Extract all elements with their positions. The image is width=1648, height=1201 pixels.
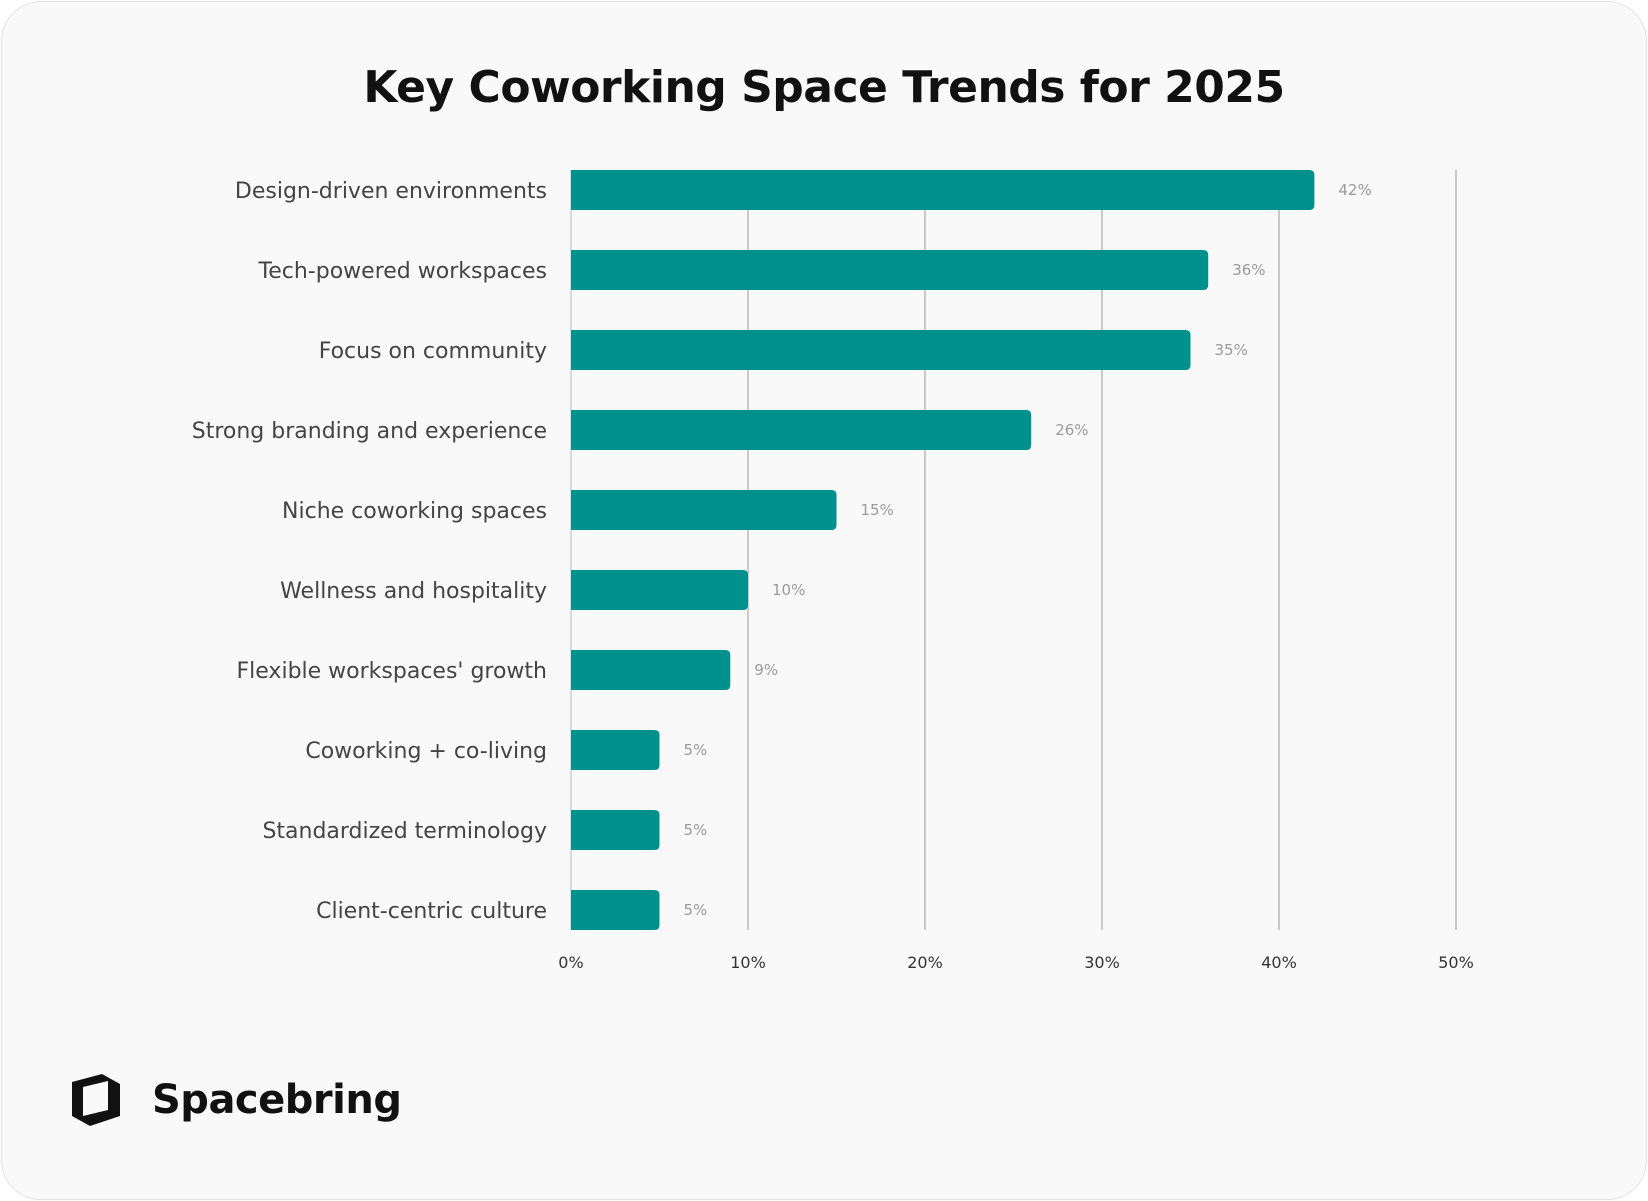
x-tick-label: 20% bbox=[907, 953, 943, 972]
chart-title: Key Coworking Space Trends for 2025 bbox=[363, 62, 1285, 113]
bar bbox=[571, 330, 1191, 370]
value-label: 36% bbox=[1232, 261, 1265, 279]
x-tick-label: 0% bbox=[558, 953, 583, 972]
category-label: Client-centric culture bbox=[316, 899, 547, 924]
bar bbox=[571, 650, 731, 690]
value-label: 26% bbox=[1055, 421, 1088, 439]
category-label: Flexible workspaces' growth bbox=[237, 659, 547, 684]
x-tick-label: 30% bbox=[1084, 953, 1120, 972]
category-label: Standardized terminology bbox=[262, 819, 547, 844]
value-label: 5% bbox=[684, 741, 708, 759]
bar bbox=[571, 570, 748, 610]
spacebring-logo-icon bbox=[72, 1074, 120, 1126]
x-tick-label: 50% bbox=[1438, 953, 1474, 972]
bar bbox=[571, 250, 1209, 290]
category-label: Tech-powered workspaces bbox=[258, 259, 547, 284]
value-label: 35% bbox=[1215, 341, 1248, 359]
category-label: Wellness and hospitality bbox=[280, 579, 547, 604]
category-label: Design-driven environments bbox=[235, 179, 547, 204]
value-label: 42% bbox=[1338, 181, 1371, 199]
bar bbox=[571, 890, 660, 930]
brand-logo: Spacebring bbox=[70, 1072, 402, 1128]
bar bbox=[571, 410, 1032, 450]
category-label: Niche coworking spaces bbox=[282, 499, 547, 524]
value-label: 9% bbox=[754, 661, 778, 679]
bar bbox=[571, 170, 1315, 210]
brand-name: Spacebring bbox=[152, 1077, 402, 1123]
category-label: Strong branding and experience bbox=[192, 419, 547, 444]
value-label: 5% bbox=[684, 901, 708, 919]
x-tick-label: 40% bbox=[1261, 953, 1297, 972]
category-label: Focus on community bbox=[319, 339, 547, 364]
bar bbox=[571, 730, 660, 770]
x-tick-label: 10% bbox=[730, 953, 766, 972]
value-label: 15% bbox=[861, 501, 894, 519]
category-label: Coworking + co-living bbox=[305, 739, 547, 764]
value-label: 5% bbox=[684, 821, 708, 839]
value-label: 10% bbox=[772, 581, 805, 599]
bar bbox=[571, 490, 837, 530]
bar bbox=[571, 810, 660, 850]
